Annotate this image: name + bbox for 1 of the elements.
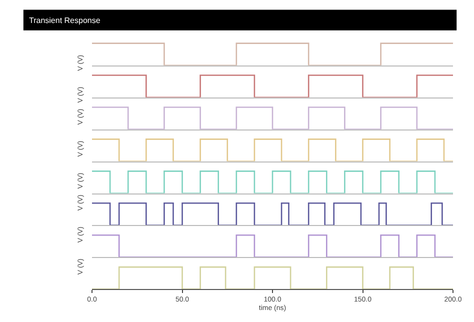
chart-title: Transient Response bbox=[29, 16, 101, 25]
